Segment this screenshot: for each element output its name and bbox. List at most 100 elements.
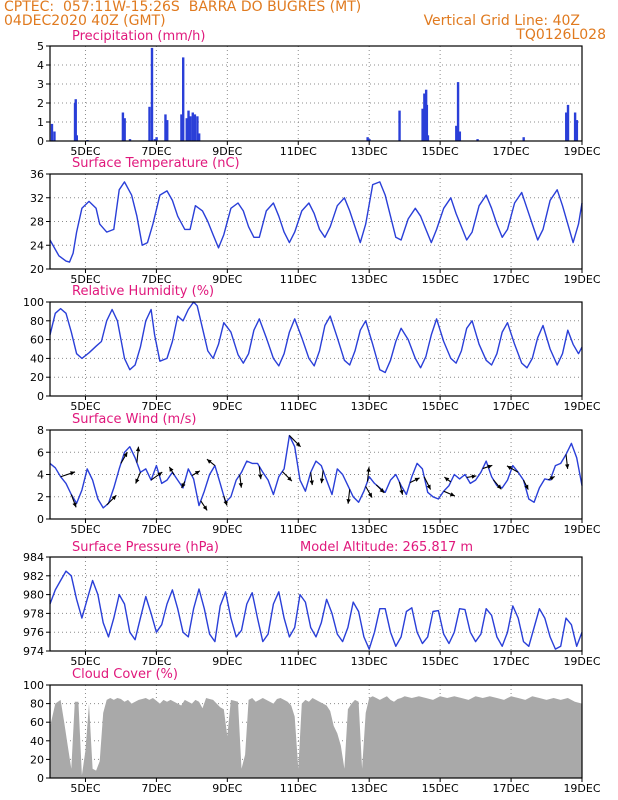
temp-y-tick-label: 24 <box>30 239 44 252</box>
temp-x-tick-label: 5DEC <box>70 273 100 286</box>
temp-panel <box>46 173 583 273</box>
wind-arrow-head <box>135 446 141 452</box>
wind-arrow-head <box>309 480 314 486</box>
cloud-x-tick-label: 13DEC <box>351 782 388 795</box>
precip-x-tick-label: 15DEC <box>422 145 459 158</box>
temp-y-tick-label: 28 <box>30 216 44 229</box>
precip-bar <box>75 135 78 141</box>
temp-y-tick-label: 20 <box>30 263 44 276</box>
rh-title: Relative Humidity (%) <box>72 284 215 299</box>
pres-panel <box>46 556 583 655</box>
wind-x-tick-label: 19DEC <box>563 523 600 536</box>
cloud-y-tick-label: 80 <box>30 698 44 711</box>
wind-arrow-head <box>111 495 117 501</box>
precip-x-tick-label: 5DEC <box>70 145 100 158</box>
precip-y-tick-label: 2 <box>37 97 44 110</box>
wind-arrow-head <box>506 465 512 470</box>
precip-bar <box>366 137 369 141</box>
temp-y-tick-label: 32 <box>30 192 44 205</box>
wind-arrow-head <box>399 489 404 495</box>
pres-x-tick-label: 17DEC <box>493 655 530 668</box>
wind-arrow-head <box>449 492 455 497</box>
rh-x-tick-label: 15DEC <box>422 400 459 413</box>
rh-x-tick-label: 9DEC <box>212 400 242 413</box>
wind-arrow-head <box>70 471 76 476</box>
precip-bar <box>565 112 568 141</box>
cloud-x-tick-label: 15DEC <box>422 782 459 795</box>
precip-frame <box>49 45 583 142</box>
header-station: CPTEC: 057:11W-15:26S BARRA DO BUGRES (M… <box>4 0 362 15</box>
rh-y-tick-label: 0 <box>37 390 44 403</box>
precip-bar <box>191 112 194 141</box>
precip-y-tick-label: 3 <box>37 78 44 91</box>
wind-arrow-head <box>346 499 351 504</box>
rh-x-tick-label: 19DEC <box>563 400 600 413</box>
rh-y-tick-label: 40 <box>30 352 44 365</box>
wind-arrow-head <box>471 474 477 479</box>
pres-y-tick-label: 984 <box>23 551 44 564</box>
wind-x-tick-label: 17DEC <box>493 523 530 536</box>
wind-frame <box>49 429 583 520</box>
wind-arrow-head <box>72 502 77 508</box>
wind-y-tick-label: 8 <box>37 424 44 437</box>
wind-arrow-head <box>496 484 502 490</box>
pres-y-tick-label: 982 <box>23 570 44 583</box>
precip-x-tick-label: 17DEC <box>493 145 530 158</box>
wind-y-tick-label: 0 <box>37 513 44 526</box>
pres-frame <box>49 556 583 652</box>
pres-x-tick-label: 9DEC <box>212 655 242 668</box>
wind-arrow-head <box>426 484 431 490</box>
cloud-frame <box>49 684 583 779</box>
wind-arrow-head <box>287 476 292 482</box>
wind-arrow-head <box>181 482 186 488</box>
pres-altitude-label: Model Altitude: 265.817 m <box>300 540 474 555</box>
precip-bar <box>522 137 525 141</box>
cloud-y-tick-label: 40 <box>30 735 44 748</box>
precip-bar <box>425 104 429 141</box>
precip-bar <box>123 118 126 141</box>
temp-y-tick-label: 36 <box>30 168 44 181</box>
pres-y-tick-label: 974 <box>23 645 44 658</box>
wind-x-tick-label: 13DEC <box>351 523 388 536</box>
cloud-x-tick-label: 7DEC <box>141 782 171 795</box>
wind-arrow-head <box>549 476 555 481</box>
pres-x-tick-label: 7DEC <box>141 655 171 668</box>
precip-bar <box>182 57 185 141</box>
wind-arrow-head <box>379 488 385 493</box>
precip-bar <box>185 118 188 141</box>
precip-bar <box>455 125 458 141</box>
precip-bar <box>456 82 460 141</box>
wind-x-tick-label: 5DEC <box>70 523 100 536</box>
wind-x-tick-label: 11DEC <box>280 523 317 536</box>
pres-y-tick-label: 980 <box>23 589 44 602</box>
temp-frame <box>49 173 583 270</box>
wind-arrow-head <box>444 477 450 482</box>
wind-arrow-head <box>194 470 200 475</box>
wind-x-tick-label: 15DEC <box>422 523 459 536</box>
wind-y-tick-label: 6 <box>37 446 44 459</box>
precip-bar <box>166 120 169 141</box>
precip-bar <box>189 116 192 141</box>
temp-x-tick-label: 7DEC <box>141 273 171 286</box>
wind-arrow-head <box>367 492 373 498</box>
wind-arrow-head <box>487 464 493 469</box>
precip-bar <box>155 137 158 141</box>
cloud-x-tick-label: 5DEC <box>70 782 100 795</box>
wind-arrow-head <box>319 478 325 484</box>
rh-series-line <box>49 301 583 374</box>
precip-bar <box>180 114 183 141</box>
precip-y-tick-label: 5 <box>37 40 44 53</box>
precip-x-tick-label: 13DEC <box>351 145 388 158</box>
precip-bar <box>164 114 167 141</box>
wind-arrow-head <box>123 452 128 458</box>
precip-x-tick-label: 11DEC <box>280 145 317 158</box>
wind-arrow-head <box>295 442 301 447</box>
precip-bar <box>153 139 157 141</box>
temp-x-tick-label: 15DEC <box>422 273 459 286</box>
wind-x-tick-label: 9DEC <box>212 523 242 536</box>
wind-arrow-head <box>366 467 371 472</box>
wind-arrow-head <box>206 459 212 464</box>
precip-bar <box>121 112 125 141</box>
temp-x-tick-label: 11DEC <box>280 273 317 286</box>
precip-y-tick-label: 4 <box>37 59 44 72</box>
